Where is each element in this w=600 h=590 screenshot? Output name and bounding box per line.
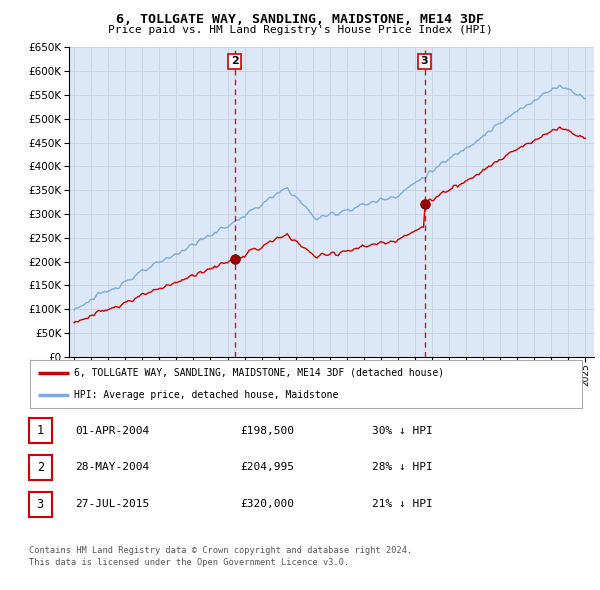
Text: Price paid vs. HM Land Registry's House Price Index (HPI): Price paid vs. HM Land Registry's House … xyxy=(107,25,493,35)
Text: 28% ↓ HPI: 28% ↓ HPI xyxy=(372,463,433,472)
Text: 6, TOLLGATE WAY, SANDLING, MAIDSTONE, ME14 3DF (detached house): 6, TOLLGATE WAY, SANDLING, MAIDSTONE, ME… xyxy=(74,368,444,378)
Text: This data is licensed under the Open Government Licence v3.0.: This data is licensed under the Open Gov… xyxy=(29,558,349,566)
Text: 21% ↓ HPI: 21% ↓ HPI xyxy=(372,500,433,509)
Text: 3: 3 xyxy=(37,498,44,511)
Text: 1: 1 xyxy=(37,424,44,437)
Text: £320,000: £320,000 xyxy=(240,500,294,509)
Text: 01-APR-2004: 01-APR-2004 xyxy=(75,426,149,435)
Text: Contains HM Land Registry data © Crown copyright and database right 2024.: Contains HM Land Registry data © Crown c… xyxy=(29,546,412,555)
Text: £204,995: £204,995 xyxy=(240,463,294,472)
Text: HPI: Average price, detached house, Maidstone: HPI: Average price, detached house, Maid… xyxy=(74,390,338,400)
Text: 6, TOLLGATE WAY, SANDLING, MAIDSTONE, ME14 3DF: 6, TOLLGATE WAY, SANDLING, MAIDSTONE, ME… xyxy=(116,13,484,26)
Text: £198,500: £198,500 xyxy=(240,426,294,435)
Text: 2: 2 xyxy=(37,461,44,474)
Text: 27-JUL-2015: 27-JUL-2015 xyxy=(75,500,149,509)
Text: 3: 3 xyxy=(421,57,428,67)
Text: 2: 2 xyxy=(231,57,239,67)
Text: 28-MAY-2004: 28-MAY-2004 xyxy=(75,463,149,472)
Text: 30% ↓ HPI: 30% ↓ HPI xyxy=(372,426,433,435)
